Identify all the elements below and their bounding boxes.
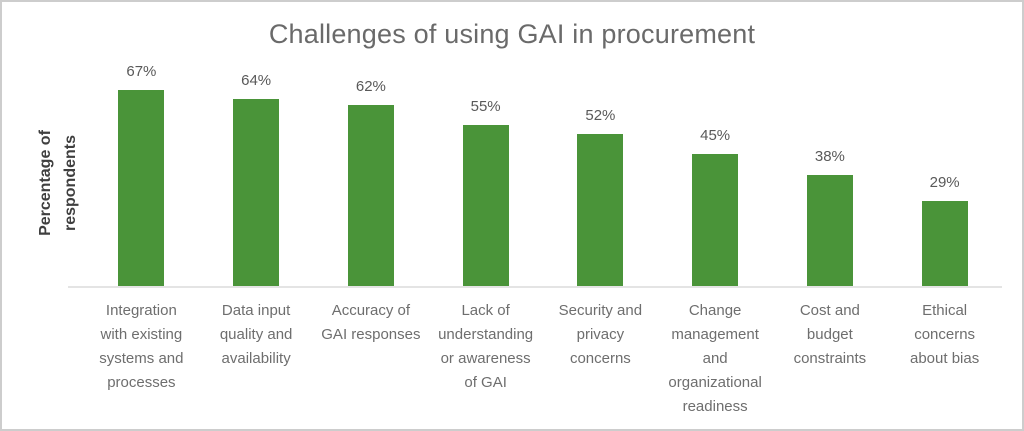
bar	[118, 90, 165, 286]
bar	[921, 201, 968, 286]
bar-value-label: 38%	[814, 148, 845, 165]
bar	[347, 105, 394, 286]
bar-value-label: 55%	[470, 98, 501, 115]
bar-slot: 62%	[314, 78, 429, 286]
bar-slot: 52%	[543, 107, 658, 286]
bar	[692, 154, 739, 286]
bar-slot: 67%	[84, 63, 199, 286]
category-label: Change management and organizational rea…	[668, 302, 762, 415]
bar-value-label: 62%	[355, 78, 386, 95]
category-label: Ethical concerns about bias	[910, 302, 980, 367]
bar	[233, 99, 280, 286]
category-label: Data input quality and availability	[219, 302, 293, 367]
bar	[577, 134, 624, 286]
bar-value-label: 29%	[929, 174, 960, 191]
category-label: Lack of understanding or awareness of GA…	[438, 302, 534, 391]
category-label: Integration with existing systems and pr…	[99, 302, 184, 391]
category-label: Accuracy of GAI responses	[321, 302, 421, 343]
bar-value-label: 64%	[241, 72, 272, 89]
bar	[462, 125, 509, 286]
bar	[806, 175, 853, 286]
chart-title: Challenges of using GAI in procurement	[268, 19, 756, 49]
bars-row: 67% 64% 62% 55% 52% 45% 38% 29%	[84, 2, 1002, 286]
bar-slot: 29%	[887, 174, 1002, 286]
bar-slot: 38%	[773, 148, 888, 286]
bar-slot: 64%	[199, 72, 314, 286]
bar-slot: 55%	[428, 98, 543, 286]
bar-value-label: 67%	[126, 63, 157, 80]
category-label: Cost and budget constraints	[793, 302, 867, 367]
category-axis: Integration with existing systems and pr…	[84, 299, 1002, 419]
x-axis-line	[68, 286, 1002, 288]
bar-value-label: 52%	[585, 107, 616, 124]
bar-slot: 45%	[658, 127, 773, 286]
category-label: Security and privacy concerns	[558, 302, 643, 367]
bar-value-label: 45%	[700, 127, 731, 144]
y-axis-title: Percentage of respondents	[37, 130, 79, 236]
